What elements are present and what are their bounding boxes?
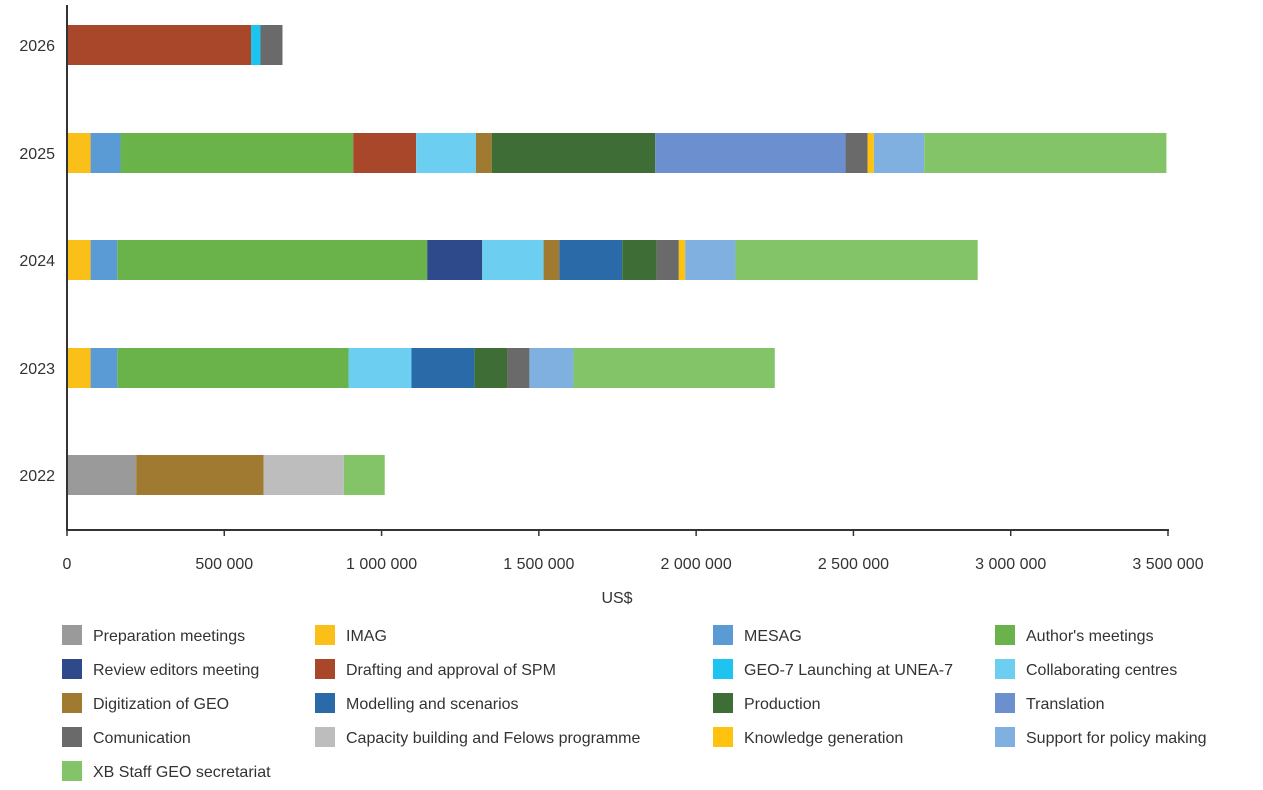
legend-label: Support for policy making [1026,730,1207,747]
legend-swatch [713,659,733,679]
bar-segment-2023-11 [474,348,508,388]
category-label: 2023 [19,361,55,378]
x-tick-label: 500 000 [195,556,253,573]
bar-segment-2024-2 [67,240,91,280]
bar-segment-2024-9 [543,240,560,280]
legend-label: Collaborating centres [1026,662,1177,679]
bar-segment-2026-7 [251,25,261,65]
bar-segment-2025-9 [475,133,492,173]
legend-swatch [62,625,82,645]
bar-segment-2024-17 [735,240,978,280]
bar-segment-2024-5 [427,240,483,280]
bar-segment-2025-8 [416,133,476,173]
bar-segment-2022-17 [343,455,385,495]
bar-segment-2023-16 [529,348,574,388]
bar-segment-2024-15 [678,240,686,280]
legend-label: Author's meetings [1026,628,1154,645]
legend-swatch [995,659,1015,679]
legend-label: IMAG [346,628,387,645]
bar-segment-2022-14 [263,455,344,495]
bar-segment-2023-4 [117,348,349,388]
bar-segment-2024-16 [685,240,736,280]
legend-swatch [995,693,1015,713]
legend-swatch [62,659,82,679]
x-tick-label: 1 000 000 [346,556,417,573]
x-tick-label: 2 000 000 [661,556,732,573]
legend-swatch [62,727,82,747]
legend-label: Preparation meetings [93,628,245,645]
bar-segment-2025-4 [120,133,354,173]
legend-swatch [713,693,733,713]
bar-segment-2026-13 [260,25,283,65]
bar-segment-2025-2 [67,133,91,173]
legend-label: Translation [1026,696,1105,713]
legend-label: Drafting and approval of SPM [346,662,556,679]
bar-segment-2022-1 [67,455,137,495]
legend-label: MESAG [744,628,802,645]
bar-segment-2022-9 [136,455,264,495]
legend-label: Digitization of GEO [93,696,229,713]
category-label: 2024 [19,253,55,270]
bar-segment-2023-3 [90,348,118,388]
x-tick-label: 3 500 000 [1132,556,1203,573]
bar-segment-2025-3 [90,133,121,173]
legend-swatch [315,727,335,747]
bar-segment-2024-3 [90,240,118,280]
bar-segment-2024-8 [482,240,544,280]
legend-label: Comunication [93,730,191,747]
bars-layer [67,25,1167,495]
bar-segment-2023-2 [67,348,91,388]
legend-swatch [995,727,1015,747]
legend-label: GEO-7 Launching at UNEA-7 [744,662,953,679]
x-axis-title: US$ [601,590,632,607]
bar-segment-2023-13 [507,348,530,388]
bar-segment-2025-15 [867,133,874,173]
legend-swatch [62,693,82,713]
bar-segment-2025-16 [873,133,925,173]
legend-swatch [315,693,335,713]
bar-segment-2025-13 [845,133,868,173]
bar-segment-2025-12 [655,133,846,173]
bar-segment-2026-6 [67,25,252,65]
legend-label: Production [744,696,821,713]
category-label: 2022 [19,468,55,485]
category-label: 2025 [19,146,55,163]
x-tick-label: 2 500 000 [818,556,889,573]
bar-segment-2023-17 [573,348,775,388]
bar-segment-2023-8 [348,348,412,388]
legend-swatch [713,727,733,747]
x-tick-label: 1 500 000 [503,556,574,573]
x-tick-label: 0 [63,556,72,573]
legend-swatch [62,761,82,781]
bar-segment-2024-4 [117,240,428,280]
category-label: 2026 [19,38,55,55]
bar-segment-2024-13 [656,240,679,280]
legend: Preparation meetings IMAG MESAG Author's me… [62,625,1207,781]
legend-label: Review editors meeting [93,662,259,679]
legend-label: Modelling and scenarios [346,696,519,713]
bar-segment-2024-11 [622,240,657,280]
bar-segment-2025-11 [491,133,656,173]
bar-segment-2025-6 [353,133,417,173]
axes-layer: 2026 2025 2024 2023 2022 0 500 000 1 000 000 1 5… [19,5,1204,607]
legend-label: XB Staff GEO secretariat [93,764,271,781]
legend-swatch [315,625,335,645]
legend-swatch [713,625,733,645]
bar-segment-2023-10 [411,348,475,388]
bar-segment-2024-10 [559,240,623,280]
legend-swatch [315,659,335,679]
x-tick-label: 3 000 000 [975,556,1046,573]
bar-segment-2025-17 [924,133,1167,173]
legend-label: Capacity building and Felows programme [346,730,640,747]
legend-swatch [995,625,1015,645]
legend-label: Knowledge generation [744,730,903,747]
